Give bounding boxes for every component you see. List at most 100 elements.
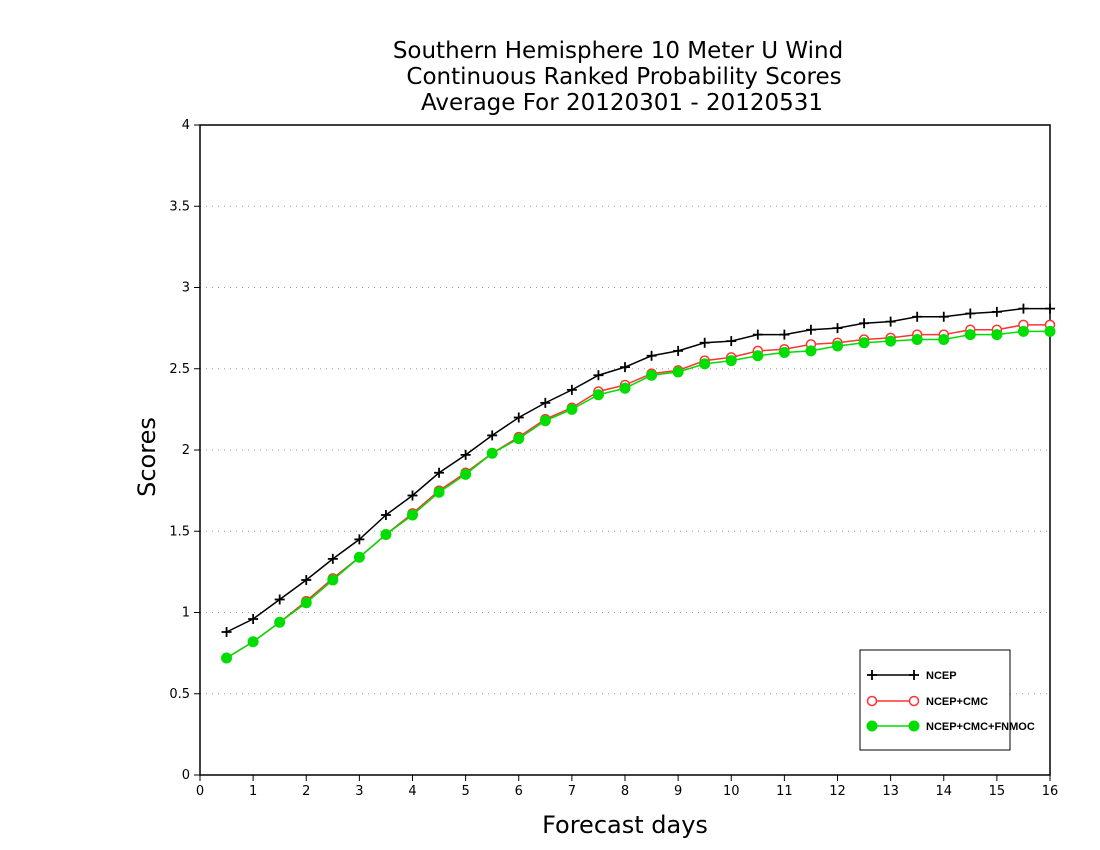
data-point-ncep [726, 336, 737, 347]
data-point-ncep-cmc-fnmoc [1017, 325, 1029, 337]
x-tick-label: 11 [776, 784, 793, 799]
legend-marker-end [908, 695, 920, 707]
y-tick-label: 3.5 [169, 199, 190, 214]
y-tick-label: 1 [182, 606, 190, 621]
series-line-ncep-cmc [226, 324, 1050, 659]
y-axis-ticks: 0 0.5 1 1.5 2 2.5 3 3.5 4 [169, 118, 200, 783]
legend-marker-start [867, 670, 877, 680]
series-ncep-cmc-fnmoc [221, 325, 1056, 664]
legend-marker-start [866, 695, 878, 707]
data-point-ncep-cmc-fnmoc [885, 335, 897, 347]
data-point-ncep-cmc-fnmoc [592, 389, 604, 401]
data-point-ncep-cmc-fnmoc [991, 329, 1003, 341]
data-point-ncep [1018, 303, 1029, 314]
x-tick-label: 7 [568, 784, 576, 799]
data-point-ncep [779, 329, 790, 340]
data-point-ncep [221, 627, 232, 637]
data-point-ncep [673, 345, 684, 356]
data-point-ncep-cmc-fnmoc [805, 345, 817, 357]
data-point-ncep [885, 316, 896, 327]
data-point-ncep-cmc-fnmoc [460, 468, 472, 480]
data-point-ncep-cmc-fnmoc [513, 433, 525, 445]
x-tick-label: 1 [249, 784, 257, 799]
data-point-ncep-cmc-fnmoc [380, 529, 392, 540]
data-point-ncep [938, 311, 949, 322]
x-tick-label: 5 [461, 784, 469, 799]
x-tick-label: 10 [723, 784, 740, 799]
data-point-ncep-cmc-fnmoc [486, 447, 498, 459]
data-point-ncep [434, 467, 445, 478]
series-line-ncep [226, 307, 1050, 633]
y-tick-label: 0 [182, 768, 190, 783]
chart-title-line-3: Average For 20120301 - 20120531 [421, 90, 823, 116]
series-ncep [221, 303, 1055, 637]
legend-label-ncep-cmc: NCEP+CMC [926, 696, 988, 708]
data-point-ncep [646, 350, 657, 361]
data-point-ncep-cmc-fnmoc [778, 347, 790, 358]
y-tick-label: 3 [182, 281, 190, 296]
legend-marker-end [908, 720, 920, 732]
x-tick-label: 9 [674, 784, 682, 799]
x-tick-label: 4 [408, 784, 416, 799]
data-point-ncep [912, 311, 923, 322]
x-tick-label: 16 [1042, 784, 1059, 799]
data-point-ncep-cmc-fnmoc [433, 486, 445, 498]
x-tick-label: 0 [196, 784, 204, 799]
data-point-ncep-cmc-fnmoc [832, 340, 843, 352]
x-tick-label: 8 [621, 784, 629, 799]
data-point-ncep [1045, 303, 1055, 314]
data-point-ncep-cmc-fnmoc [646, 369, 658, 381]
data-point-ncep [380, 510, 391, 520]
data-point-ncep-cmc-fnmoc [327, 574, 339, 586]
legend-marker-ncep-cmc [866, 695, 920, 707]
y-axis-label: Scores [133, 417, 161, 497]
data-point-ncep [248, 614, 259, 624]
data-point-ncep-cmc-fnmoc [911, 334, 923, 345]
data-point-ncep-cmc-fnmoc [619, 382, 631, 394]
data-point-ncep [327, 553, 338, 564]
data-point-ncep-cmc-fnmoc [407, 509, 418, 521]
x-tick-label: 12 [829, 784, 846, 799]
y-tick-label: 0.5 [169, 687, 190, 702]
data-point-ncep-cmc-fnmoc [699, 358, 711, 370]
legend-marker-ncep-cmc-fnmoc [866, 720, 920, 732]
legend-marker-start [866, 720, 878, 732]
x-axis-label: Forecast days [542, 811, 708, 839]
series-ncep-cmc [221, 319, 1056, 664]
data-point-ncep-cmc-fnmoc [274, 616, 286, 628]
data-point-ncep [752, 329, 763, 340]
data-point-ncep [805, 324, 816, 335]
legend-marker-end [909, 670, 919, 680]
data-point-ncep [301, 575, 312, 585]
y-tick-label: 1.5 [169, 524, 190, 539]
y-tick-label: 2 [182, 443, 190, 458]
data-point-ncep-cmc-fnmoc [858, 337, 870, 349]
data-point-ncep-cmc-fnmoc [247, 636, 259, 648]
data-point-ncep [620, 362, 630, 373]
series-group [221, 303, 1056, 664]
data-point-ncep [859, 318, 870, 329]
data-point-ncep [487, 430, 498, 441]
series-line-ncep-cmc-fnmoc [226, 330, 1050, 659]
data-point-ncep-cmc-fnmoc [1044, 325, 1056, 337]
data-point-ncep [513, 412, 524, 423]
y-tick-label: 4 [182, 118, 190, 133]
grid-lines [200, 205, 1050, 695]
data-point-ncep-cmc-fnmoc [672, 366, 684, 378]
data-point-ncep [593, 370, 604, 381]
data-point-ncep-cmc-fnmoc [221, 652, 233, 664]
data-point-ncep [832, 323, 843, 334]
data-point-ncep [274, 594, 285, 605]
data-point-ncep [566, 384, 577, 395]
x-tick-label: 13 [882, 784, 899, 799]
legend-label-ncep-cmc-fnmoc: NCEP+CMC+FNMOC [926, 721, 1035, 733]
x-tick-label: 3 [355, 784, 363, 799]
legend-marker-ncep [867, 670, 919, 680]
data-point-ncep [699, 337, 710, 348]
x-tick-label: 6 [515, 784, 523, 799]
data-point-ncep [540, 397, 551, 408]
data-point-ncep-cmc-fnmoc [353, 551, 365, 563]
chart-title-line-2: Continuous Ranked Probability Scores [406, 64, 841, 90]
data-point-ncep-cmc-fnmoc [566, 403, 578, 415]
